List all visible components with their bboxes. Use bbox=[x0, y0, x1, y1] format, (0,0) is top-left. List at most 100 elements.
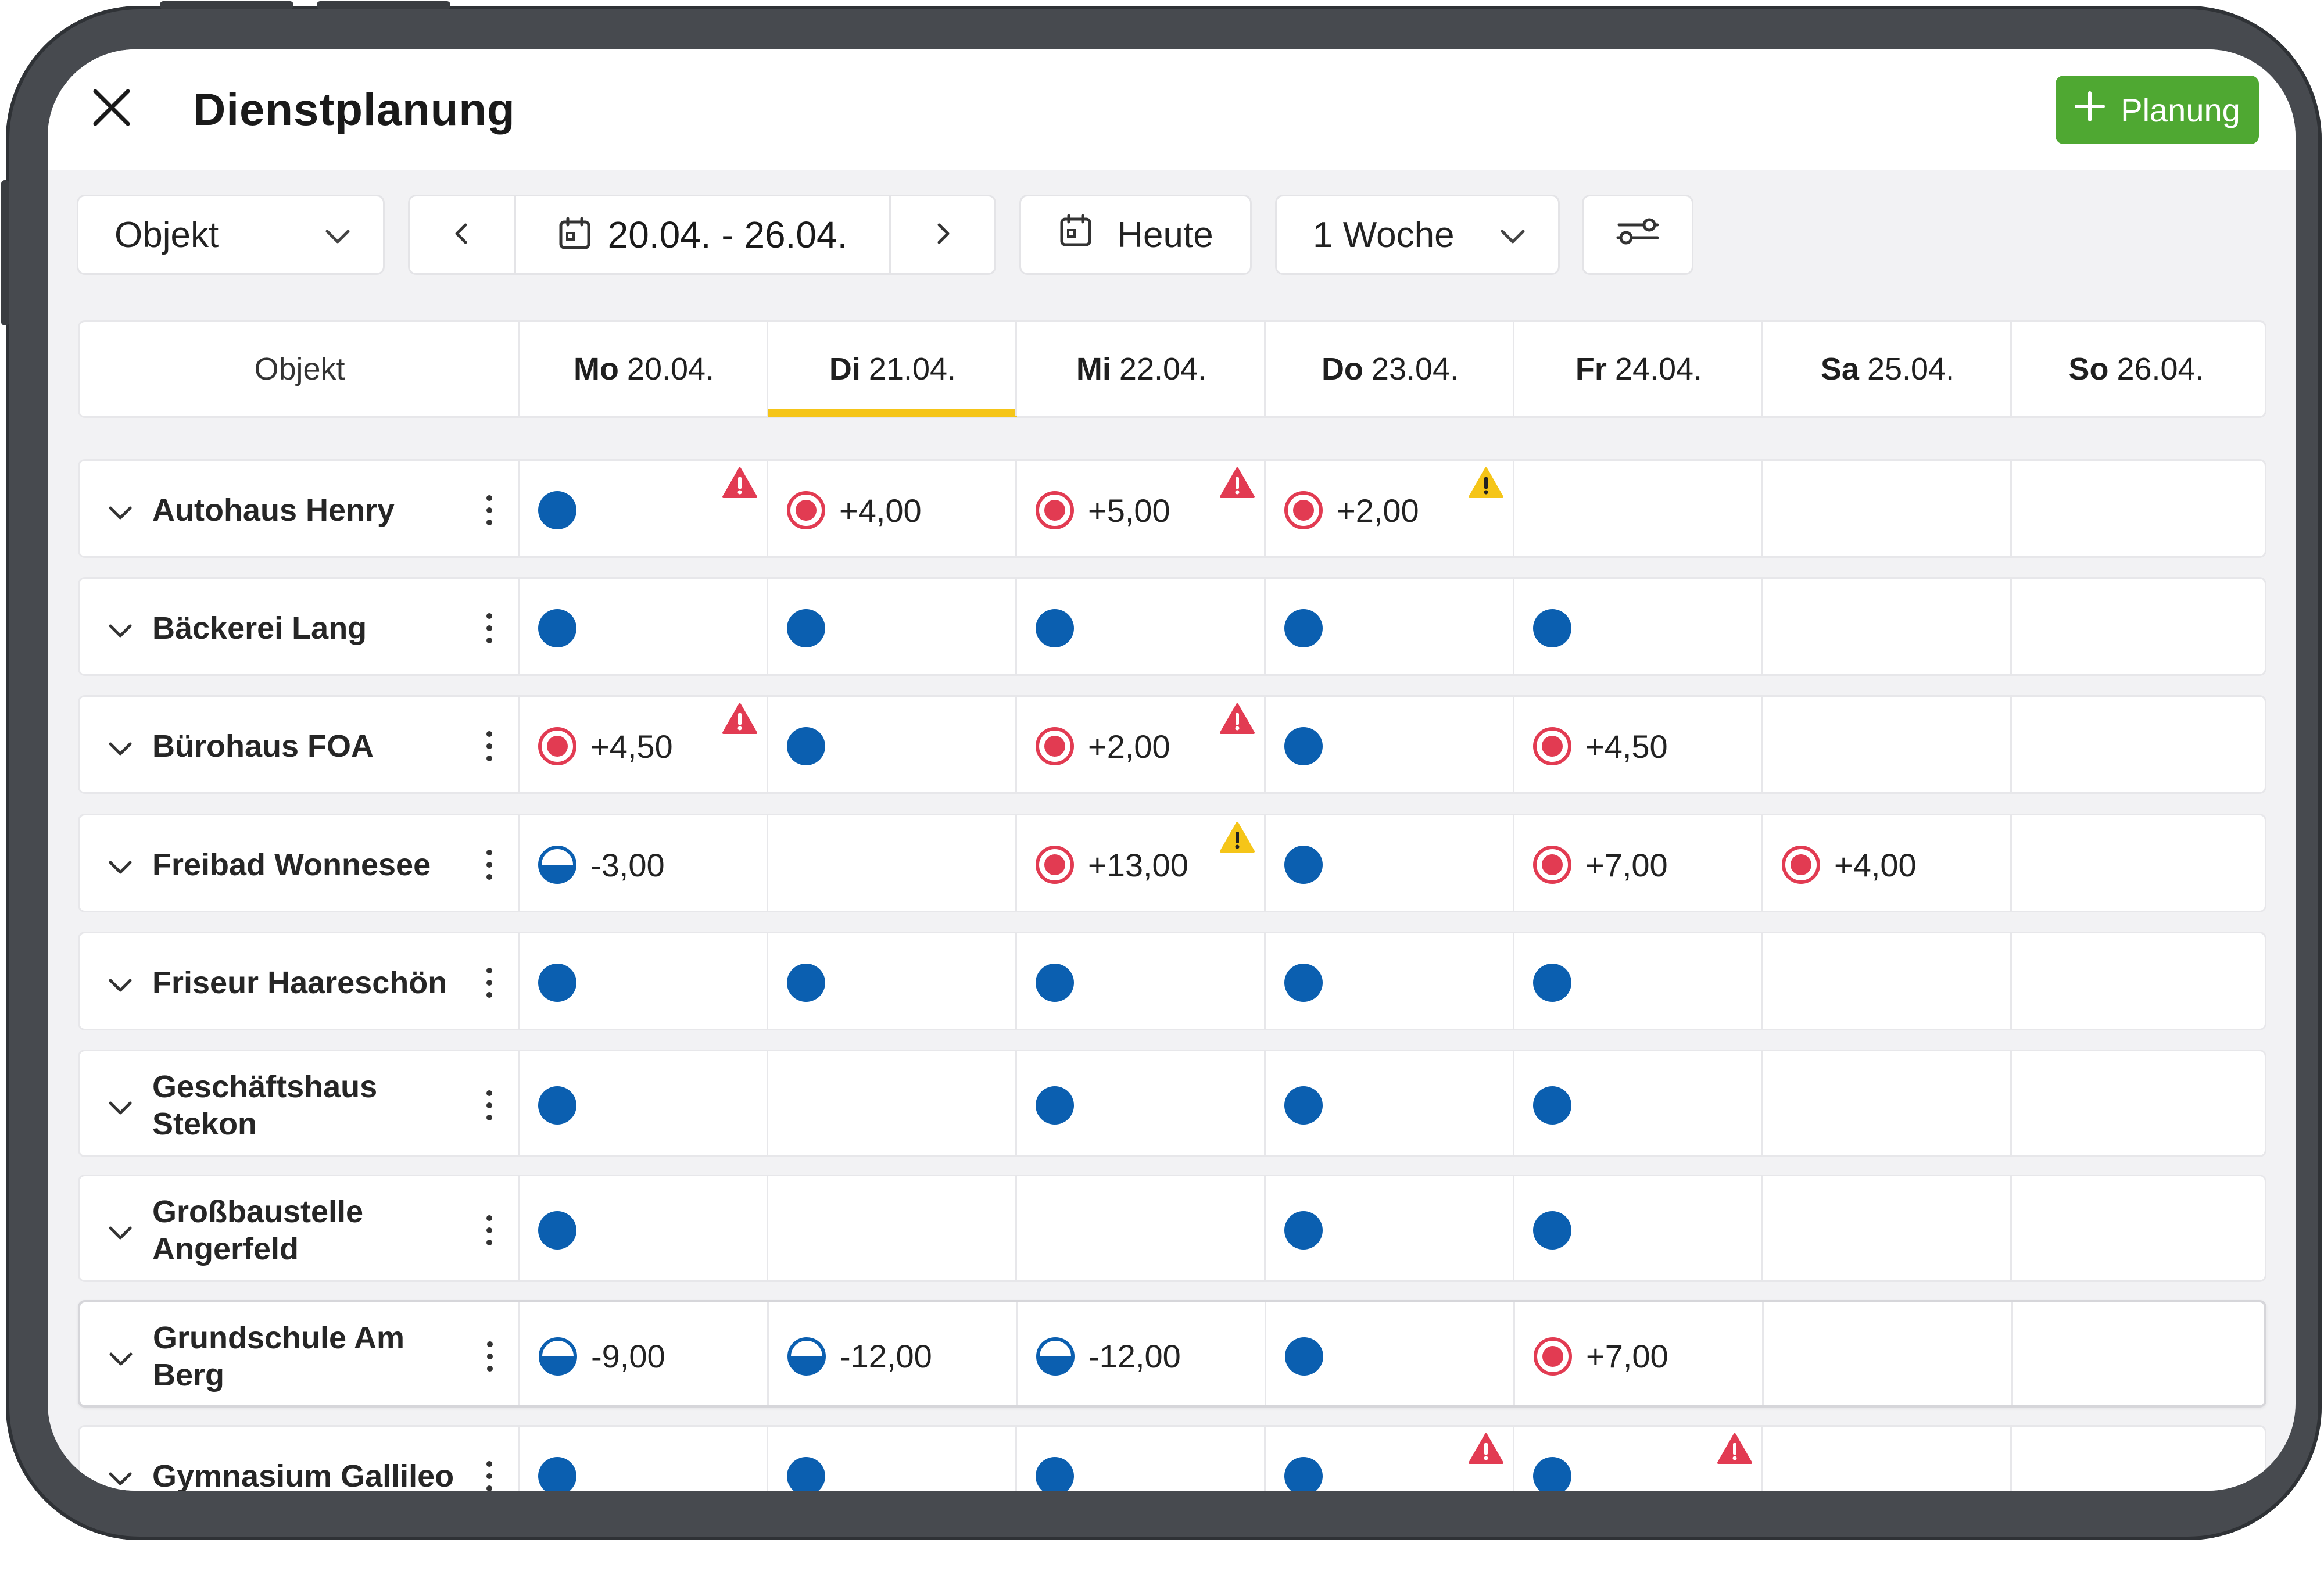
chevron-down-icon[interactable] bbox=[106, 497, 135, 527]
schedule-cell[interactable] bbox=[1764, 1302, 2013, 1405]
object-name[interactable]: Bürohaus FOA bbox=[152, 728, 374, 765]
schedule-cell[interactable] bbox=[768, 579, 1017, 674]
shift-status[interactable]: -9,00 bbox=[538, 1336, 665, 1377]
next-week-button[interactable] bbox=[891, 196, 994, 273]
schedule-cell[interactable] bbox=[1763, 933, 2012, 1029]
schedule-cell[interactable] bbox=[1266, 1051, 1514, 1155]
object-select[interactable]: Objekt bbox=[77, 195, 385, 275]
shift-status[interactable] bbox=[1283, 844, 1324, 885]
shift-status[interactable] bbox=[1532, 962, 1573, 1003]
more-options-icon[interactable] bbox=[481, 1456, 498, 1491]
more-options-icon[interactable] bbox=[481, 726, 498, 767]
chevron-down-icon[interactable] bbox=[106, 733, 135, 762]
schedule-cell[interactable] bbox=[2012, 933, 2261, 1029]
schedule-cell[interactable] bbox=[768, 1051, 1017, 1155]
column-header-day[interactable]: Sa 25.04. bbox=[1763, 322, 2012, 416]
shift-status[interactable] bbox=[537, 1085, 578, 1126]
warning-icon[interactable] bbox=[1717, 1433, 1753, 1465]
shift-status[interactable]: +4,00 bbox=[786, 490, 922, 531]
warning-icon[interactable] bbox=[1219, 821, 1255, 854]
schedule-cell[interactable]: +7,00 bbox=[1515, 1302, 1764, 1405]
object-name[interactable]: Friseur Haareschön bbox=[152, 964, 447, 1001]
shift-status[interactable] bbox=[1034, 1085, 1075, 1126]
schedule-cell[interactable]: -9,00 bbox=[520, 1302, 769, 1405]
schedule-cell[interactable] bbox=[1514, 461, 1763, 556]
chevron-down-icon[interactable] bbox=[106, 1218, 135, 1247]
shift-status[interactable]: +2,00 bbox=[1283, 490, 1419, 531]
column-header-day[interactable]: Mi 22.04. bbox=[1017, 322, 1266, 416]
schedule-cell[interactable] bbox=[2013, 1302, 2261, 1405]
schedule-cell[interactable]: +4,00 bbox=[1763, 815, 2012, 911]
schedule-cell[interactable] bbox=[1514, 1427, 1763, 1491]
table-row[interactable]: Freibad Wonnesee -3,00 +13,00 +7,00 +4,00 bbox=[78, 814, 2266, 912]
schedule-cell[interactable] bbox=[768, 697, 1017, 792]
schedule-cell[interactable] bbox=[2012, 1051, 2261, 1155]
schedule-cell[interactable] bbox=[1266, 815, 1514, 911]
shift-status[interactable] bbox=[786, 1456, 826, 1491]
shift-status[interactable] bbox=[1532, 1210, 1573, 1251]
column-header-day[interactable]: Do 23.04. bbox=[1266, 322, 1514, 416]
schedule-cell[interactable] bbox=[1514, 933, 1763, 1029]
table-row[interactable]: Bürohaus FOA +4,50 +2,00 +4,50 bbox=[78, 695, 2266, 794]
schedule-cell[interactable]: -12,00 bbox=[1018, 1302, 1266, 1405]
schedule-cell[interactable]: +2,00 bbox=[1266, 461, 1514, 556]
table-row[interactable]: Geschäftshaus Stekon bbox=[78, 1050, 2266, 1157]
schedule-cell[interactable] bbox=[1266, 933, 1514, 1029]
shift-status[interactable]: +4,50 bbox=[1532, 726, 1668, 767]
table-row[interactable]: Gymnasium Gallileo bbox=[78, 1425, 2266, 1491]
column-header-day[interactable]: Fr 24.04. bbox=[1514, 322, 1763, 416]
shift-status[interactable] bbox=[1034, 608, 1075, 649]
shift-status[interactable] bbox=[1034, 1456, 1075, 1491]
schedule-cell[interactable] bbox=[520, 461, 768, 556]
schedule-cell[interactable]: -3,00 bbox=[520, 815, 768, 911]
warning-icon[interactable] bbox=[1468, 467, 1504, 499]
schedule-cell[interactable] bbox=[2012, 579, 2261, 674]
shift-status[interactable]: +4,00 bbox=[1781, 844, 1917, 885]
object-name[interactable]: Grundschule Am Berg bbox=[153, 1319, 404, 1394]
warning-icon[interactable] bbox=[1468, 1433, 1504, 1465]
schedule-cell[interactable]: +2,00 bbox=[1017, 697, 1266, 792]
shift-status[interactable]: +7,00 bbox=[1532, 1336, 1668, 1377]
shift-status[interactable] bbox=[1283, 1456, 1324, 1491]
chevron-down-icon[interactable] bbox=[106, 1344, 135, 1373]
schedule-cell[interactable] bbox=[1017, 1176, 1266, 1280]
schedule-cell[interactable] bbox=[1763, 1051, 2012, 1155]
object-name[interactable]: Großbaustelle Angerfeld bbox=[152, 1193, 363, 1268]
schedule-cell[interactable] bbox=[1266, 1302, 1515, 1405]
column-header-day[interactable]: Di 21.04. bbox=[768, 322, 1017, 416]
schedule-cell[interactable] bbox=[1763, 1176, 2012, 1280]
column-header-day[interactable]: So 26.04. bbox=[2012, 322, 2261, 416]
shift-status[interactable] bbox=[786, 962, 826, 1003]
schedule-cell[interactable] bbox=[1514, 1176, 1763, 1280]
shift-status[interactable] bbox=[1283, 608, 1324, 649]
schedule-cell[interactable]: +13,00 bbox=[1017, 815, 1266, 911]
schedule-cell[interactable]: +4,50 bbox=[1514, 697, 1763, 792]
table-row[interactable]: Grundschule Am Berg -9,00 -12,00 -12,00 +7,00 bbox=[78, 1300, 2266, 1408]
table-row[interactable]: Autohaus Henry +4,00 +5,00 +2,00 bbox=[78, 459, 2266, 558]
date-range-button[interactable]: 20.04. - 26.04. bbox=[516, 196, 888, 273]
shift-status[interactable] bbox=[537, 608, 578, 649]
shift-status[interactable] bbox=[1284, 1336, 1324, 1377]
object-name[interactable]: Freibad Wonnesee bbox=[152, 846, 431, 883]
shift-status[interactable] bbox=[1532, 608, 1573, 649]
schedule-cell[interactable] bbox=[520, 933, 768, 1029]
schedule-cell[interactable] bbox=[768, 815, 1017, 911]
schedule-cell[interactable] bbox=[520, 579, 768, 674]
column-header-day[interactable]: Mo 20.04. bbox=[520, 322, 768, 416]
shift-status[interactable] bbox=[1283, 962, 1324, 1003]
shift-status[interactable]: +5,00 bbox=[1034, 490, 1170, 531]
schedule-cell[interactable]: +7,00 bbox=[1514, 815, 1763, 911]
schedule-cell[interactable] bbox=[2012, 815, 2261, 911]
more-options-icon[interactable] bbox=[481, 490, 498, 531]
object-name[interactable]: Bäckerei Lang bbox=[152, 610, 367, 647]
more-options-icon[interactable] bbox=[481, 844, 498, 885]
schedule-cell[interactable] bbox=[1266, 1176, 1514, 1280]
schedule-cell[interactable] bbox=[2012, 697, 2261, 792]
schedule-cell[interactable] bbox=[1763, 1427, 2012, 1491]
shift-status[interactable] bbox=[537, 1210, 578, 1251]
shift-status[interactable] bbox=[1283, 726, 1324, 767]
shift-status[interactable]: -12,00 bbox=[786, 1336, 932, 1377]
schedule-cell[interactable] bbox=[520, 1051, 768, 1155]
today-button[interactable]: Heute bbox=[1019, 195, 1252, 275]
schedule-cell[interactable] bbox=[520, 1427, 768, 1491]
